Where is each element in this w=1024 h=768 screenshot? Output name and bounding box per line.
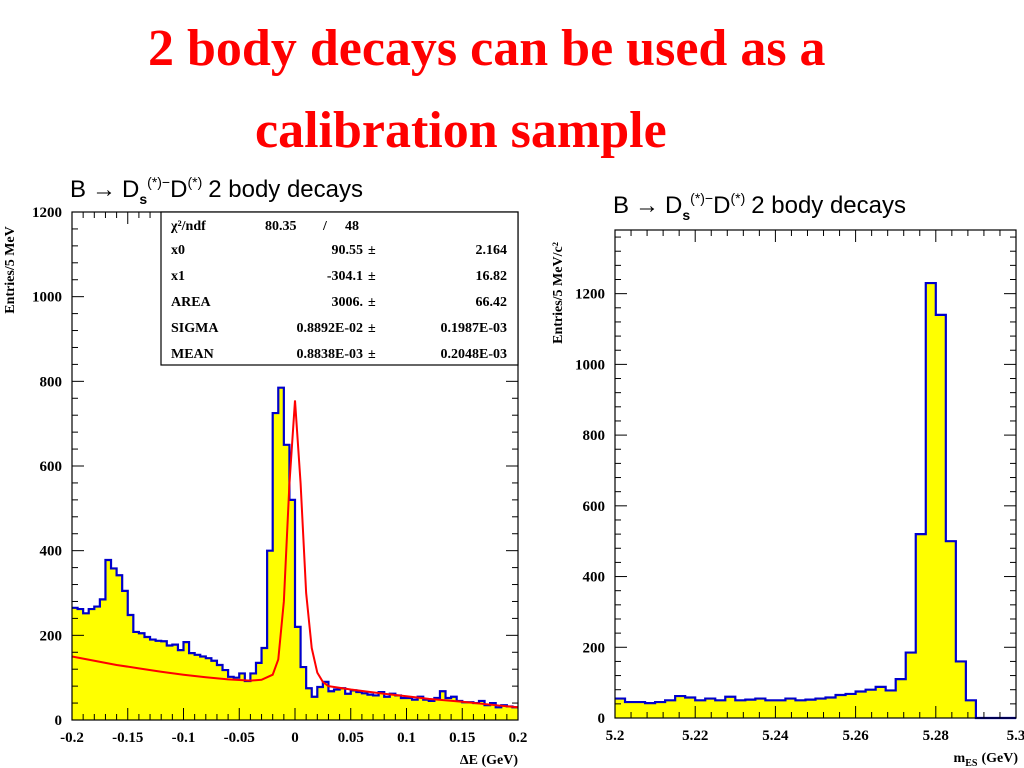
- y-tick-label: 400: [583, 570, 606, 586]
- x-tick-label: -0.1: [172, 730, 196, 746]
- histogram-outline: [72, 386, 518, 709]
- slide-title-line-2: calibration sample: [255, 102, 667, 159]
- x-axis-label: ΔE (GeV): [460, 753, 518, 768]
- y-tick-label: 200: [40, 628, 63, 644]
- chart-title-part: D: [713, 192, 730, 219]
- x-axis-label: mES (GeV): [954, 751, 1019, 768]
- plus-minus-sign: ±: [368, 321, 376, 336]
- stats-param-name: MEAN: [171, 347, 214, 362]
- stats-param-error: 0.1987E-03: [441, 321, 508, 336]
- x-tick-label: 5.3: [1007, 728, 1024, 744]
- fit-curve: [71, 400, 519, 709]
- stats-param-value: 0.8892E-02: [297, 321, 364, 336]
- stats-row: AREA 3006. ±66.42: [171, 295, 507, 310]
- stats-row: x0 90.55 ±2.164: [171, 243, 507, 258]
- plus-minus-sign: ±: [368, 295, 376, 310]
- chart-title-part: B: [613, 192, 629, 219]
- y-tick-label: 1200: [32, 205, 62, 221]
- y-tick-label: 200: [583, 640, 606, 656]
- stats-param-error: 16.82: [476, 269, 508, 284]
- y-tick-label: 1200: [575, 287, 605, 303]
- chart-1: B → Ds(*)−D(*) 2 body decays020040060080010…: [3, 174, 527, 768]
- chart-title: B → Ds(*)−D(*) 2 body decays: [613, 190, 906, 223]
- stats-param-name: SIGMA: [171, 321, 219, 336]
- slide-title-line-1: 2 body decays can be used as a: [148, 20, 826, 77]
- plus-minus-sign: ±: [368, 269, 376, 284]
- chart-title-part: (*): [730, 190, 745, 206]
- stats-param-error: 66.42: [476, 295, 508, 310]
- chart-title-part: →: [92, 176, 116, 203]
- stats-row: x1 -304.1 ±16.82: [171, 269, 507, 284]
- chart-title-part: 2 body decays: [751, 192, 906, 219]
- chi2-separator: /: [322, 219, 328, 234]
- plus-minus-sign: ±: [368, 347, 376, 362]
- x-tick-label: 0.05: [338, 730, 364, 746]
- x-tick-label: 0: [291, 730, 299, 746]
- y-tick-label: 800: [40, 374, 63, 390]
- y-tick-label: 600: [40, 459, 63, 475]
- chart-title-part: s: [682, 207, 690, 223]
- stats-param-value: -304.1: [327, 269, 363, 284]
- stats-param-value: 90.55: [332, 243, 364, 258]
- x-tick-label: -0.05: [224, 730, 255, 746]
- x-tick-label: 5.26: [842, 728, 869, 744]
- y-tick-label: 1000: [32, 290, 62, 306]
- x-tick-label: 5.28: [923, 728, 949, 744]
- fit-stats-box: χ²/ndf 80.35 / 48 x0 90.55 ±2.164 x1 -304.1 ±16.8…: [160, 211, 519, 366]
- y-tick-label: 600: [583, 499, 606, 515]
- chart-title-part: (*): [187, 174, 202, 190]
- x-tick-label: 0.1: [397, 730, 416, 746]
- stats-param-name: x1: [171, 269, 185, 284]
- x-axis-label-unit: (GeV): [981, 751, 1018, 766]
- y-axis-label: Entries/5 MeV: [3, 226, 18, 313]
- chart-title-part: D: [122, 176, 139, 203]
- chart-2: B → Ds(*)−D(*) 2 body decays020040060080010…: [551, 190, 1024, 768]
- stats-param-name: AREA: [171, 295, 212, 310]
- y-tick-label: 0: [598, 711, 606, 727]
- chart-title: B → Ds(*)−D(*) 2 body decays: [70, 174, 363, 207]
- stats-row: SIGMA 0.8892E-02 ±0.1987E-03: [171, 321, 507, 336]
- chi2-value: 80.35: [265, 219, 297, 234]
- chart-title-part: B: [70, 176, 86, 203]
- plus-minus-sign: ±: [368, 243, 376, 258]
- x-tick-label: 5.22: [682, 728, 708, 744]
- chart-title-part: (*)−: [147, 174, 170, 190]
- x-tick-label: -0.2: [60, 730, 84, 746]
- histogram-outline: [615, 281, 1016, 720]
- y-tick-label: 1000: [575, 357, 605, 373]
- x-axis-label-main: m: [954, 751, 966, 766]
- plot-frame: [614, 229, 1017, 719]
- x-tick-label: 0.15: [449, 730, 475, 746]
- stats-param-error: 0.2048E-03: [441, 347, 508, 362]
- ndf-value: 48: [345, 219, 359, 234]
- stats-param-name: x0: [171, 243, 185, 258]
- chart-title-part: s: [139, 191, 147, 207]
- chi2-label: χ²/ndf: [170, 219, 206, 234]
- stats-param-value: 3006.: [332, 295, 364, 310]
- y-axis-label: Entries/5 MeV/c²: [551, 242, 566, 344]
- chart-title-part: D: [665, 192, 682, 219]
- x-tick-label: 0.2: [509, 730, 528, 746]
- chart-title-part: 2 body decays: [208, 176, 363, 203]
- x-tick-label: 5.2: [606, 728, 625, 744]
- x-axis-label-sub: ES: [965, 758, 978, 768]
- stats-param-error: 2.164: [476, 243, 508, 258]
- y-tick-label: 0: [55, 713, 63, 729]
- y-tick-label: 400: [40, 544, 63, 560]
- stats-param-value: 0.8838E-03: [297, 347, 364, 362]
- chart-title-part: →: [635, 192, 659, 219]
- x-tick-label: 5.24: [762, 728, 789, 744]
- y-tick-label: 800: [583, 428, 606, 444]
- x-tick-label: -0.15: [112, 730, 143, 746]
- chart-title-part: D: [170, 176, 187, 203]
- chart-title-part: (*)−: [690, 190, 713, 206]
- stats-row: MEAN 0.8838E-03 ±0.2048E-03: [171, 347, 507, 362]
